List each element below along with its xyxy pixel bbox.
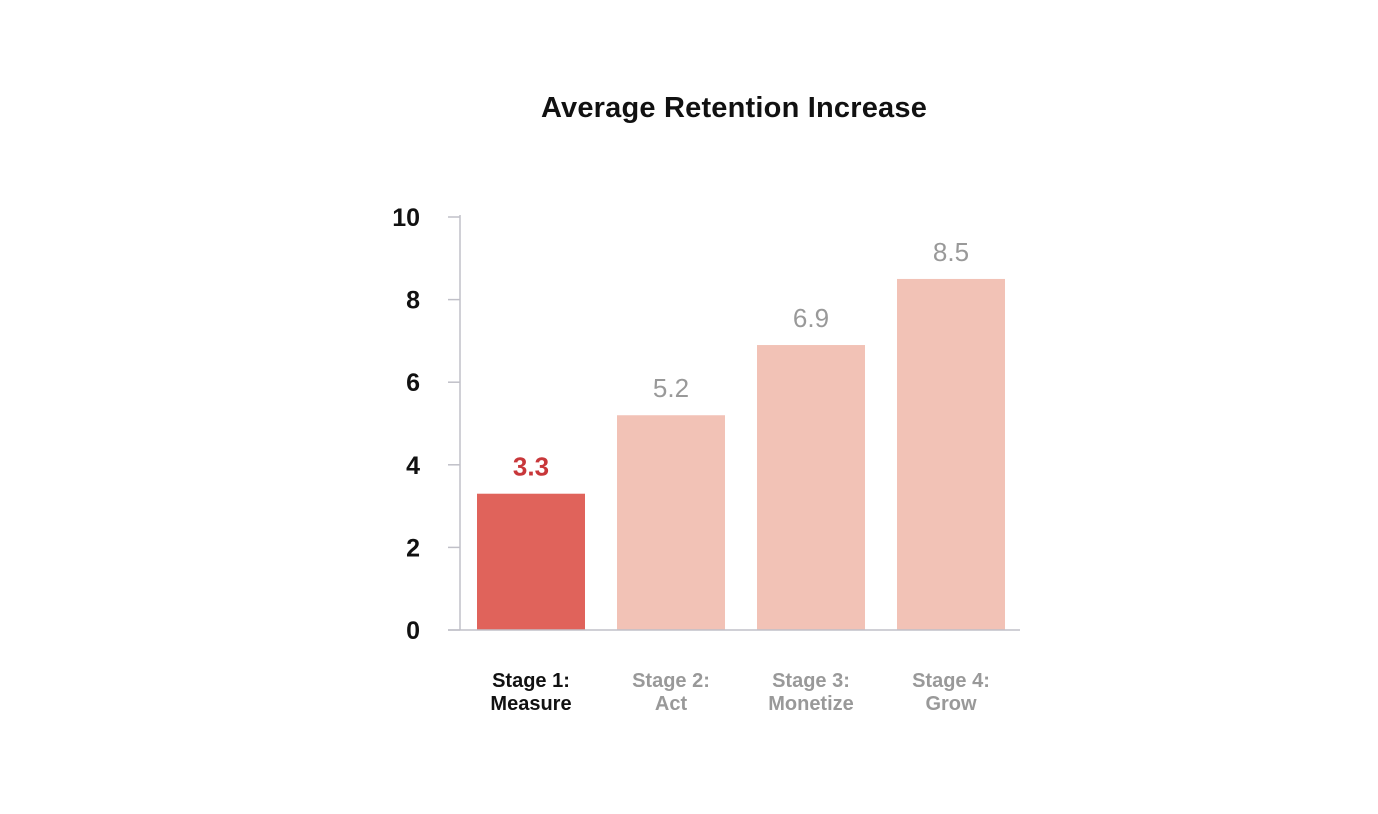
- x-tick-label-line: Stage 4:: [912, 670, 990, 692]
- bars: [477, 278, 1005, 630]
- y-axis-ticks: 0 2 4 6 8 10: [392, 204, 460, 645]
- y-tick-label: 8: [406, 287, 420, 315]
- y-tick-label: 0: [406, 617, 420, 645]
- x-tick-label-line: Measure: [490, 693, 571, 715]
- bar: [477, 493, 585, 630]
- axes: [448, 215, 1020, 631]
- x-tick-label-line: Stage 3:: [772, 670, 850, 692]
- category-labels: Stage 1: Measure Stage 2: Act Stage 3: Moneti…: [490, 670, 989, 715]
- x-tick-label-line: Stage 1:: [492, 670, 570, 692]
- bar: [897, 278, 1005, 630]
- chart-title: Average Retention Increase: [540, 92, 928, 124]
- y-tick-label: 4: [406, 452, 420, 480]
- x-tick-label-line: Stage 2:: [632, 670, 710, 692]
- x-tick-label: Stage 4: Grow: [912, 670, 990, 715]
- data-label: 5.2: [653, 373, 689, 403]
- y-tick-label: 10: [392, 204, 420, 232]
- x-tick-label-line: Monetize: [768, 693, 854, 715]
- data-label: 6.9: [793, 303, 829, 333]
- x-tick-label-line: Act: [655, 693, 688, 715]
- x-tick-label: Stage 2: Act: [632, 670, 710, 715]
- y-tick-label: 2: [406, 534, 420, 562]
- data-label: 3.3: [513, 452, 549, 482]
- bar: [757, 345, 865, 630]
- x-tick-label-line: Grow: [925, 693, 977, 715]
- bar: [617, 415, 725, 630]
- y-tick-label: 6: [406, 369, 420, 397]
- value-labels: 3.3 5.2 6.9 8.5: [513, 237, 969, 482]
- x-tick-label: Stage 3: Monetize: [768, 670, 854, 715]
- x-tick-label: Stage 1: Measure: [490, 670, 571, 715]
- data-label: 8.5: [933, 237, 969, 267]
